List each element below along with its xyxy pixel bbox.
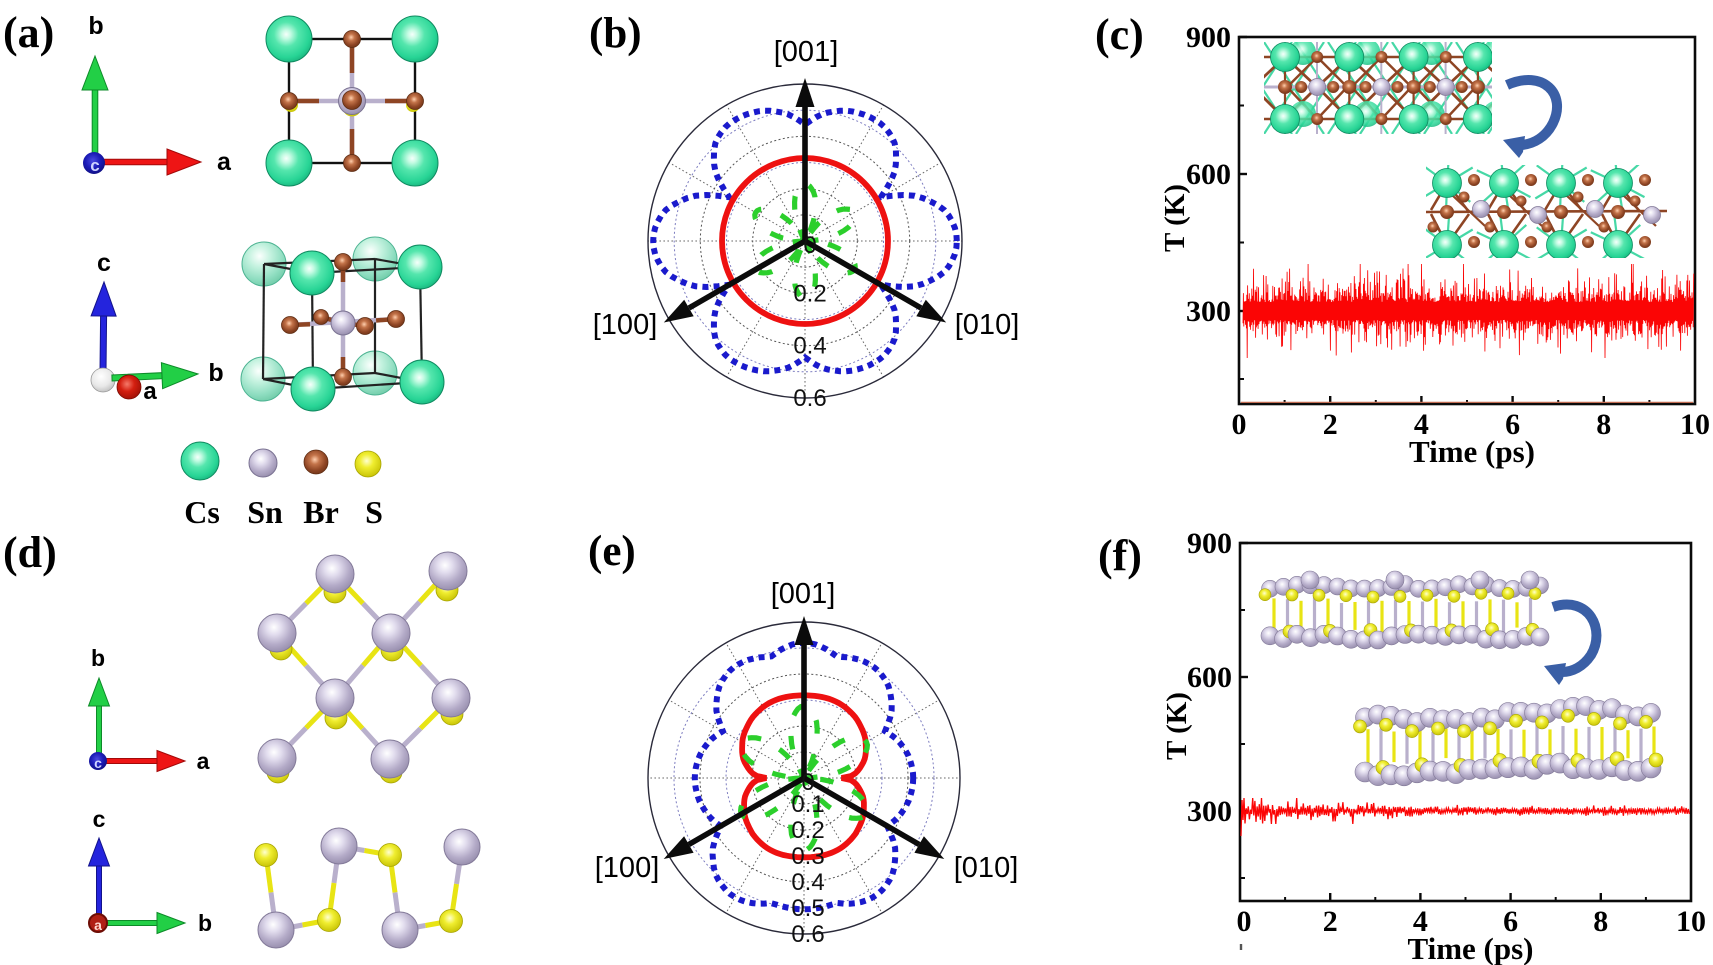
svg-text:c: c bbox=[94, 755, 102, 771]
svg-text:(a): (a) bbox=[3, 8, 54, 57]
svg-text:[001]: [001] bbox=[774, 36, 839, 68]
svg-text:a: a bbox=[94, 917, 102, 933]
svg-text:(f): (f) bbox=[1098, 531, 1142, 580]
svg-text:b: b bbox=[91, 645, 105, 671]
svg-text:600: 600 bbox=[1187, 661, 1232, 694]
svg-text:900: 900 bbox=[1186, 21, 1231, 54]
svg-text:0.5: 0.5 bbox=[791, 895, 824, 922]
svg-text:b: b bbox=[198, 910, 212, 936]
svg-text:4: 4 bbox=[1413, 905, 1428, 938]
svg-text:Time (ps): Time (ps) bbox=[1409, 434, 1535, 469]
svg-text:[001]: [001] bbox=[771, 578, 836, 610]
svg-text:(c): (c) bbox=[1095, 10, 1144, 59]
svg-text:T (K): T (K) bbox=[1161, 692, 1193, 760]
svg-text:10: 10 bbox=[1676, 905, 1706, 938]
svg-text:300: 300 bbox=[1186, 295, 1231, 328]
svg-text:0.2: 0.2 bbox=[791, 817, 824, 844]
svg-text:Sn: Sn bbox=[247, 494, 283, 530]
svg-text:(d): (d) bbox=[3, 528, 57, 577]
svg-text:[100]: [100] bbox=[593, 309, 658, 341]
svg-text:0: 0 bbox=[803, 232, 816, 259]
svg-text:a: a bbox=[143, 378, 157, 405]
svg-text:a: a bbox=[217, 148, 232, 176]
svg-text:4: 4 bbox=[1414, 408, 1429, 441]
svg-text:6: 6 bbox=[1503, 905, 1518, 938]
svg-text:0.1: 0.1 bbox=[791, 791, 824, 818]
svg-text:0: 0 bbox=[1232, 408, 1247, 441]
svg-text:2: 2 bbox=[1323, 905, 1338, 938]
svg-text:Cs: Cs bbox=[184, 494, 220, 530]
svg-text:900: 900 bbox=[1187, 527, 1232, 560]
svg-text:0.6: 0.6 bbox=[793, 385, 826, 412]
svg-text:0.6: 0.6 bbox=[791, 921, 824, 948]
svg-text:0.3: 0.3 bbox=[791, 843, 824, 870]
svg-text:0: 0 bbox=[801, 769, 814, 796]
svg-text:[100]: [100] bbox=[595, 852, 660, 884]
svg-text:[010]: [010] bbox=[955, 309, 1020, 341]
svg-text:(e): (e) bbox=[588, 528, 636, 575]
svg-text:10: 10 bbox=[1680, 408, 1710, 441]
svg-text:2: 2 bbox=[1323, 408, 1338, 441]
svg-text:8: 8 bbox=[1596, 408, 1611, 441]
svg-text:Time (ps): Time (ps) bbox=[1407, 931, 1533, 965]
svg-text:0.2: 0.2 bbox=[793, 280, 826, 307]
svg-text:c: c bbox=[90, 156, 99, 175]
svg-text:T (K): T (K) bbox=[1159, 184, 1191, 252]
svg-text:c: c bbox=[93, 806, 106, 832]
svg-text:0.4: 0.4 bbox=[791, 869, 824, 896]
svg-text:0.4: 0.4 bbox=[793, 333, 826, 360]
svg-text:c: c bbox=[97, 249, 111, 277]
svg-text:[010]: [010] bbox=[954, 852, 1019, 884]
svg-text:6: 6 bbox=[1505, 408, 1520, 441]
svg-text:300: 300 bbox=[1187, 795, 1232, 828]
svg-text:(b): (b) bbox=[589, 10, 642, 57]
svg-text:a: a bbox=[197, 748, 210, 774]
svg-text:8: 8 bbox=[1593, 905, 1608, 938]
svg-text:b: b bbox=[208, 359, 223, 387]
svg-text:b: b bbox=[88, 12, 103, 40]
svg-text:0: 0 bbox=[1237, 905, 1252, 938]
svg-text:Br: Br bbox=[303, 494, 339, 530]
svg-text:S: S bbox=[365, 494, 383, 530]
svg-text:600: 600 bbox=[1186, 158, 1231, 191]
